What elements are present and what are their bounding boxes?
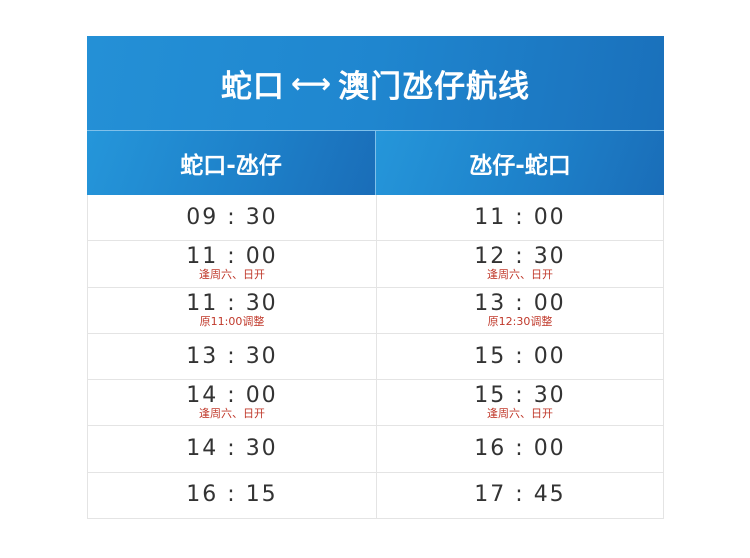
departure-cell-return: 13 : 00 原12:30调整	[376, 287, 664, 333]
departure-time: 11 : 00	[186, 244, 278, 270]
table-row: 09 : 30 11 : 00	[87, 195, 664, 242]
ferry-timetable: 蛇口 ⟷ 澳门氹仔航线 蛇口-氹仔 氹仔-蛇口 09 : 30 11 : 00 11…	[87, 36, 664, 520]
departure-time: 13 : 30	[186, 343, 278, 369]
departure-time: 17 : 45	[474, 482, 566, 508]
departure-cell-outbound: 11 : 30 原11:00调整	[87, 287, 376, 333]
departure-cell-outbound: 13 : 30	[87, 333, 376, 380]
departure-cell-return: 12 : 30 逢周六、日开	[376, 241, 664, 287]
departure-time: 15 : 00	[474, 343, 566, 369]
timetable-title: 蛇口 ⟷ 澳门氹仔航线	[87, 36, 664, 131]
departure-time: 14 : 00	[186, 383, 278, 409]
table-row: 11 : 30 原11:00调整 13 : 00 原12:30调整	[87, 287, 664, 334]
departure-note: 逢周六、日开	[487, 407, 553, 421]
departure-note: 原11:00调整	[199, 314, 265, 328]
departure-note: 原12:30调整	[487, 314, 553, 328]
departure-cell-return: 16 : 00	[376, 426, 664, 472]
table-row: 13 : 30 15 : 00	[87, 333, 664, 381]
departure-note: 逢周六、日开	[487, 268, 553, 282]
departure-time: 09 : 30	[186, 204, 278, 230]
column-headers: 蛇口-氹仔 氹仔-蛇口	[87, 131, 664, 195]
table-row: 16 : 15 17 : 45	[87, 472, 664, 520]
departure-cell-return: 15 : 00	[376, 333, 664, 380]
departure-time: 11 : 30	[186, 290, 278, 316]
departure-note: 逢周六、日开	[199, 407, 265, 421]
departure-note: 逢周六、日开	[199, 268, 265, 282]
departure-cell-return: 15 : 30 逢周六、日开	[376, 380, 664, 426]
table-row: 14 : 00 逢周六、日开 15 : 30 逢周六、日开	[87, 380, 664, 427]
departure-cell-outbound: 14 : 30	[87, 426, 376, 472]
column-header-return: 氹仔-蛇口	[376, 131, 664, 195]
departure-time: 16 : 15	[186, 482, 278, 508]
departure-time: 11 : 00	[474, 204, 566, 230]
departure-cell-return: 17 : 45	[376, 472, 664, 519]
double-arrow-icon: ⟷	[290, 66, 333, 100]
departure-cell-outbound: 16 : 15	[87, 472, 376, 519]
departure-cell-return: 11 : 00	[376, 195, 664, 241]
departure-cell-outbound: 14 : 00 逢周六、日开	[87, 380, 376, 426]
departure-time: 16 : 00	[474, 436, 566, 462]
title-route: 澳门氹仔航线	[338, 68, 531, 105]
departure-cell-outbound: 11 : 00 逢周六、日开	[87, 241, 376, 287]
title-origin: 蛇口	[220, 68, 285, 105]
departure-time: 13 : 00	[474, 290, 566, 316]
table-row: 14 : 30 16 : 00	[87, 426, 664, 473]
departure-time: 14 : 30	[186, 436, 278, 462]
column-header-outbound: 蛇口-氹仔	[87, 131, 376, 195]
departure-cell-outbound: 09 : 30	[87, 195, 376, 241]
departure-time: 15 : 30	[474, 383, 566, 409]
departure-time: 12 : 30	[474, 244, 566, 270]
table-row: 11 : 00 逢周六、日开 12 : 30 逢周六、日开	[87, 241, 664, 288]
timetable-rows: 09 : 30 11 : 00 11 : 00 逢周六、日开 12 : 30 逢周六、日开…	[87, 195, 664, 520]
